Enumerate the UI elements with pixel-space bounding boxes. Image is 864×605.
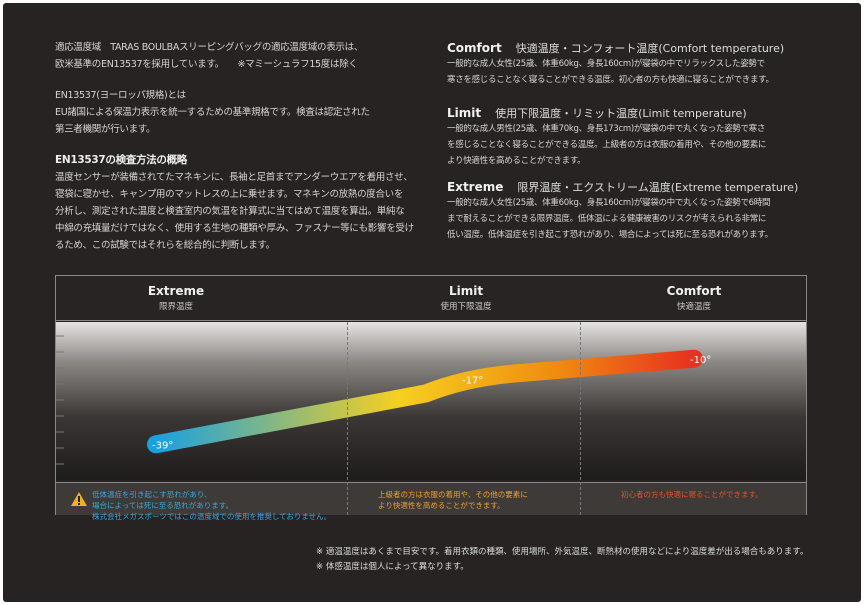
definitions: Comfort 快適温度・コンフォート温度(Comfort temperature… [447, 40, 798, 243]
def-line: 低い温度。低体温症を引き起こす恐れがあり、場合によっては死に至る恐れがあります。 [447, 230, 773, 240]
definition-extreme: Extreme 限界温度・エクストリーム温度(Extreme temperatur… [447, 179, 798, 243]
term: Limit [447, 106, 482, 120]
note-line: 上級者の方は衣服の着用や、その他の要素に [378, 490, 528, 499]
footer-line: ※ 適温温度はあくまで目安です。着用衣類の種類、使用場所、外気温度、断熱材の使用… [316, 547, 809, 557]
def-line: まで耐えることができる限界温度。低体温による健康被害のリスクが考えられる非常に [447, 214, 767, 224]
def-line: を感じることなく寝ることができる温度。上級者の方は衣服の着用や、その他の要素に [447, 140, 767, 150]
chart-plot: -39° -17° -10° [56, 322, 806, 480]
temperature-curve-svg: -39° -17° -10° [56, 335, 711, 465]
method-line: 寝袋に寝かせ、キャンプ用のマットレスの上に乗せます。マネキンの放熱の度合いを [55, 189, 404, 200]
term: Extreme [447, 180, 504, 194]
note-line: より快適性を高めることができます。 [378, 501, 505, 510]
definition-comfort: Comfort 快適温度・コンフォート温度(Comfort temperature… [447, 40, 798, 88]
point-label: -39° [152, 440, 173, 451]
page: 適応温度域 TARAS BOULBAスリーピングバッグの適応温度域の表示は、 欧… [3, 3, 861, 602]
method-line: 分析し、測定された温度と検査室内の気温を計算式に当てはめて温度を算出。単純な [55, 206, 405, 217]
definition-limit: Limit 使用下限温度・リミット温度(Limit temperature) 一般… [447, 105, 798, 169]
column-extreme: Extreme 限界温度 [76, 284, 276, 312]
note-limit: 上級者の方は衣服の着用や、その他の要素に より快適性を高めることができます。 [378, 489, 528, 511]
temperature-band [147, 349, 703, 454]
def-line: 寒さを感じることなく寝ることができる温度。初心者の方も快適に寝ることができます。 [447, 75, 774, 85]
column-label: Extreme [147, 284, 205, 298]
column-comfort: Comfort 快適温度 [594, 284, 794, 312]
term-title: 限界温度・エクストリーム温度(Extreme temperature) [517, 181, 799, 194]
warning-icon [71, 492, 87, 506]
note-line: 低体温症を引き起こす恐れがあり、 [92, 490, 212, 499]
temperature-chart: Extreme 限界温度 Limit 使用下限温度 Comfort 快適温度 -39°… [55, 275, 807, 521]
chart-header: Extreme 限界温度 Limit 使用下限温度 Comfort 快適温度 [56, 276, 806, 321]
method-line: 温度センサーが装備されてたマネキンに、長袖と足首までアンダーウエアを着用させ、 [55, 172, 413, 183]
intro: 適応温度域 TARAS BOULBAスリーピングバッグの適応温度域の表示は、 欧… [55, 39, 414, 254]
method-line: 中綿の充填量だけではなく、使用する生地の種類や厚み、ファスナー等にも影響を受け [55, 223, 414, 234]
en-title: EN13537(ヨーロッパ規格)とは [55, 90, 186, 101]
column-divider [347, 322, 348, 515]
column-limit: Limit 使用下限温度 [366, 284, 566, 312]
intro-line: 適応温度域 TARAS BOULBAスリーピングバッグの適応温度域の表示は、 [55, 42, 364, 53]
note-line: 初心者の方も快適に寝ることができます。 [621, 490, 763, 499]
intro-line: 欧米基準のEN13537を採用しています。 ※マミーシュラフ15度は除く [55, 59, 358, 70]
def-line: より快適性を高めることができます。 [447, 156, 586, 166]
term-title: 使用下限温度・リミット温度(Limit temperature) [495, 107, 747, 120]
en-line: 第三者機関が行います。 [55, 124, 156, 135]
column-sub: 快適温度 [676, 302, 711, 312]
footer-line: ※ 体感温度は個人によって異なります。 [316, 562, 469, 572]
point-label: -10° [690, 355, 711, 366]
en-line: EU諸国による保温力表示を統一するための基準規格です。検査は認定された [55, 107, 370, 118]
note-line: 場合によっては死に至る恐れがあります。 [92, 501, 233, 510]
term: Comfort [447, 41, 502, 55]
def-line: 一般的な成人女性(25歳、体重60kg、身長160cm)が寝袋の中でリラックスし… [447, 59, 765, 69]
method-line: るため、この試験ではそれらを総合的に判断します。 [55, 240, 275, 251]
footer-notes: ※ 適温温度はあくまで目安です。着用衣類の種類、使用場所、外気温度、断熱材の使用… [316, 545, 808, 575]
def-line: 一般的な成人男性(25歳、体重70kg、身長173cm)が寝袋の中で丸くなった姿… [447, 124, 766, 134]
note-extreme: 低体温症を引き起こす恐れがあり、場合によっては死に至る恐れがあります。株式会社メ… [92, 489, 331, 522]
column-divider [580, 322, 581, 515]
note-line: 株式会社メガスポーツではこの温度域での使用を推奨しておりません。 [92, 512, 332, 521]
term-title: 快適温度・コンフォート温度(Comfort temperature) [515, 42, 785, 55]
column-label: Limit [448, 284, 484, 298]
column-label: Comfort [666, 284, 722, 298]
def-line: 一般的な成人女性(25歳、体重60kg、身長160cm)が寝袋の中で丸くなった姿… [447, 198, 771, 208]
chart-notes: 低体温症を引き起こす恐れがあり、場合によっては死に至る恐れがあります。株式会社メ… [56, 482, 806, 521]
method-title: EN13537の検査方法の概略 [55, 154, 187, 166]
note-comfort: 初心者の方も快適に寝ることができます。 [621, 489, 763, 500]
column-sub: 限界温度 [158, 302, 193, 312]
point-label: -17° [462, 375, 483, 386]
column-sub: 使用下限温度 [440, 302, 492, 312]
